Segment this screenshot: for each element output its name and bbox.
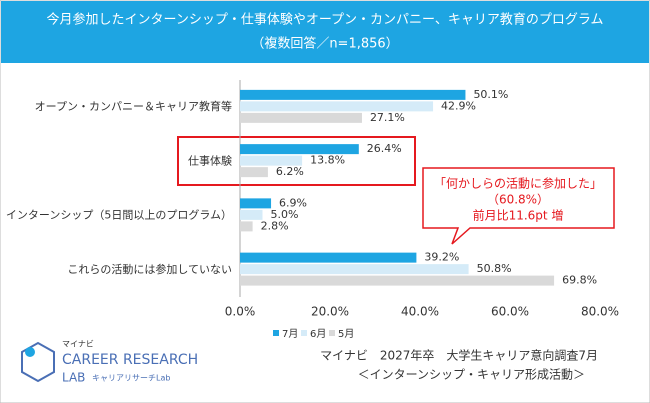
- chart-title: 今月参加したインターンシップ・仕事体験やオープン・カンパニー、キャリア教育のプロ…: [46, 12, 603, 28]
- x-tick-label: 60.0%: [491, 305, 529, 319]
- annotation: 「何かしらの活動に参加した」: [434, 176, 602, 191]
- logo-sub: キャリアリサーチLab: [92, 374, 170, 383]
- logo-lab: LAB: [62, 371, 85, 385]
- bar: [240, 252, 417, 263]
- legend-label: 6月: [310, 328, 326, 340]
- logo-name: CAREER RESEARCH: [62, 352, 198, 368]
- y-tick-label: 仕事体験: [188, 153, 232, 167]
- bar: [240, 209, 263, 220]
- x-tick-label: 40.0%: [401, 305, 439, 319]
- legend-swatch: [273, 330, 279, 336]
- value-label: 27.1%: [370, 111, 405, 124]
- legend-label: 7月: [282, 328, 298, 340]
- bar: [240, 112, 362, 123]
- bar: [240, 198, 272, 209]
- legend-label: 5月: [338, 328, 354, 340]
- x-tick-label: 0.0%: [225, 305, 256, 319]
- source: マイナビ 2027年卒 大学生キャリア意向調査7月: [320, 348, 598, 363]
- bar: [240, 101, 434, 112]
- value-label: 6.2%: [276, 165, 304, 178]
- annotation: （60.8%）: [487, 193, 549, 207]
- bar: [240, 155, 303, 166]
- bar: [240, 221, 253, 232]
- callout: [422, 167, 615, 245]
- legend-swatch: [301, 330, 307, 336]
- value-label: 5.0%: [271, 208, 299, 221]
- logo-company: マイナビ: [62, 340, 94, 349]
- highlight-box: [177, 136, 416, 186]
- y-tick-label: これらの活動には参加していない: [67, 262, 232, 276]
- y-tick-label: インターンシップ（5日間以上のプログラム）: [6, 208, 232, 222]
- bar: [240, 89, 466, 100]
- value-label: 2.8%: [261, 219, 289, 232]
- legend-swatch: [329, 330, 335, 336]
- value-label: 26.4%: [367, 142, 402, 155]
- x-tick-label: 80.0%: [581, 305, 619, 319]
- y-tick-label: オープン・カンパニー＆キャリア教育等: [35, 99, 232, 113]
- value-label: 13.8%: [310, 154, 345, 167]
- logo-icon: [21, 341, 55, 383]
- value-label: 50.8%: [477, 262, 512, 275]
- value-label: 39.2%: [424, 251, 459, 264]
- chart-subtitle: （複数回答／n=1,856）: [251, 36, 398, 52]
- x-tick-label: 20.0%: [311, 305, 349, 319]
- annotation: 前月比11.6pt 増: [473, 208, 564, 223]
- value-label: 42.9%: [441, 99, 476, 112]
- logo-dot: [25, 347, 35, 357]
- logo: マイナビ CAREER RESEARCH LAB キャリアリサーチLab: [21, 340, 198, 385]
- source: ＜インターンシップ・キャリア形成活動＞: [358, 368, 585, 382]
- value-label: 50.1%: [473, 88, 508, 101]
- bar: [240, 167, 268, 178]
- value-label: 69.8%: [562, 274, 597, 287]
- bar: [240, 144, 359, 155]
- header: [1, 1, 649, 63]
- bar: [240, 275, 555, 286]
- bar: [240, 264, 469, 275]
- value-label: 6.9%: [279, 196, 307, 209]
